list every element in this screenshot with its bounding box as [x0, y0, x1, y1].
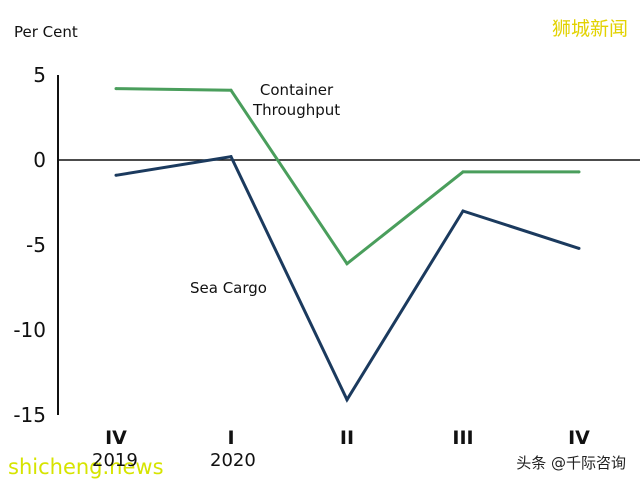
watermark-top-right: 狮城新闻	[551, 18, 628, 40]
data-point	[461, 170, 465, 174]
x-tick-label: IV	[568, 427, 590, 449]
series-label-sea-cargo: Sea Cargo	[190, 279, 267, 297]
y-tick-label: -15	[13, 403, 46, 427]
data-point	[345, 262, 349, 266]
watermark-bottom-right: 头条 @千际咨询	[516, 454, 626, 472]
y-tick-label: -5	[26, 233, 46, 257]
data-point	[461, 209, 465, 213]
data-point	[114, 87, 118, 91]
data-point	[345, 398, 349, 402]
x-tick-label: II	[340, 427, 354, 449]
y-axis-label: Per Cent	[14, 23, 78, 41]
watermark-bottom-left: shicheng.news	[8, 455, 164, 479]
x-year-label-2020: 2020	[210, 450, 256, 471]
x-tick-label: IV	[105, 427, 127, 449]
y-tick-label: 5	[33, 63, 46, 87]
x-tick-label: III	[452, 427, 473, 449]
x-tick-label: I	[227, 427, 234, 449]
y-tick-label: -10	[13, 318, 46, 342]
series-label-container-throughput: Container Throughput	[253, 80, 340, 120]
series-label-container-line1: Container	[259, 81, 334, 99]
data-point	[114, 173, 118, 177]
data-point	[577, 170, 581, 174]
y-tick-label: 0	[33, 148, 46, 172]
data-point	[577, 246, 581, 250]
series-label-container-line2: Throughput	[253, 101, 341, 119]
x-year-label-2019: 2019	[92, 450, 138, 471]
series-line-container-throughput	[115, 87, 579, 266]
series-line-sea-cargo	[115, 154, 580, 403]
data-point	[229, 155, 233, 159]
data-point	[229, 88, 233, 92]
